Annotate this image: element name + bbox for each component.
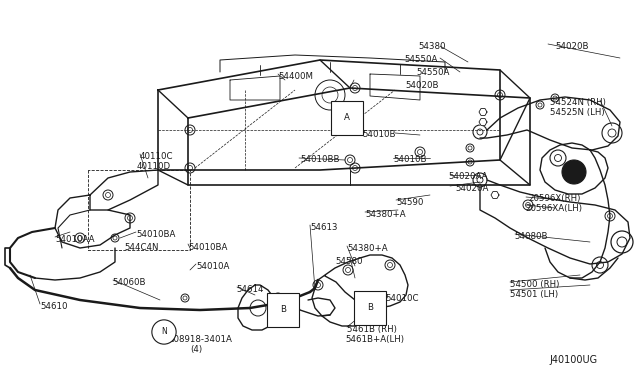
Text: 40110D: 40110D	[137, 162, 171, 171]
Text: 54500 (RH): 54500 (RH)	[510, 280, 559, 289]
Polygon shape	[479, 119, 487, 125]
Text: 54380+A: 54380+A	[347, 244, 388, 253]
Text: N: N	[161, 327, 167, 337]
Text: 54610: 54610	[40, 302, 67, 311]
Text: 54400M: 54400M	[278, 72, 313, 81]
Text: 54010BB: 54010BB	[300, 155, 339, 164]
Text: 54613: 54613	[310, 223, 337, 232]
Text: 54550A: 54550A	[416, 68, 449, 77]
Text: 54524N (RH): 54524N (RH)	[550, 98, 606, 107]
Text: 54020B: 54020B	[555, 42, 589, 51]
Text: 54010B: 54010B	[362, 130, 396, 139]
Text: 20596XA(LH): 20596XA(LH)	[525, 204, 582, 213]
Text: 54550A: 54550A	[404, 55, 437, 64]
Text: 54380+A: 54380+A	[365, 210, 406, 219]
Text: 54020AA: 54020AA	[448, 172, 488, 181]
Text: 54020B: 54020B	[405, 81, 438, 90]
Circle shape	[562, 160, 586, 184]
Text: 54580: 54580	[335, 257, 362, 266]
Text: A: A	[344, 113, 350, 122]
Text: 40110C: 40110C	[140, 152, 173, 161]
Polygon shape	[479, 109, 487, 115]
Text: B: B	[280, 305, 286, 314]
Text: 54590: 54590	[396, 198, 424, 207]
Text: 54020A: 54020A	[455, 184, 488, 193]
Text: 54010BA: 54010BA	[136, 230, 175, 239]
Text: 54525N (LH): 54525N (LH)	[550, 108, 605, 117]
Text: 54060B: 54060B	[112, 278, 145, 287]
Text: 54010B: 54010B	[393, 155, 426, 164]
Text: 54080B: 54080B	[514, 232, 547, 241]
Text: 5461B+A(LH): 5461B+A(LH)	[345, 335, 404, 344]
Text: N08918-3401A: N08918-3401A	[167, 335, 232, 344]
Text: 54010A: 54010A	[196, 262, 229, 271]
Text: 20596X(RH): 20596X(RH)	[528, 194, 580, 203]
Text: 54010AA: 54010AA	[55, 235, 95, 244]
Text: 544C4N: 544C4N	[124, 243, 159, 252]
Text: 54501 (LH): 54501 (LH)	[510, 290, 558, 299]
Text: B: B	[367, 304, 373, 312]
Text: 54614: 54614	[236, 285, 264, 294]
Text: 54380: 54380	[418, 42, 445, 51]
Text: 54010BA: 54010BA	[188, 243, 227, 252]
Text: 54010C: 54010C	[385, 294, 419, 303]
Text: 5461B (RH): 5461B (RH)	[347, 325, 397, 334]
Polygon shape	[491, 192, 499, 199]
Text: (4): (4)	[190, 345, 202, 354]
Text: J40100UG: J40100UG	[549, 355, 597, 365]
